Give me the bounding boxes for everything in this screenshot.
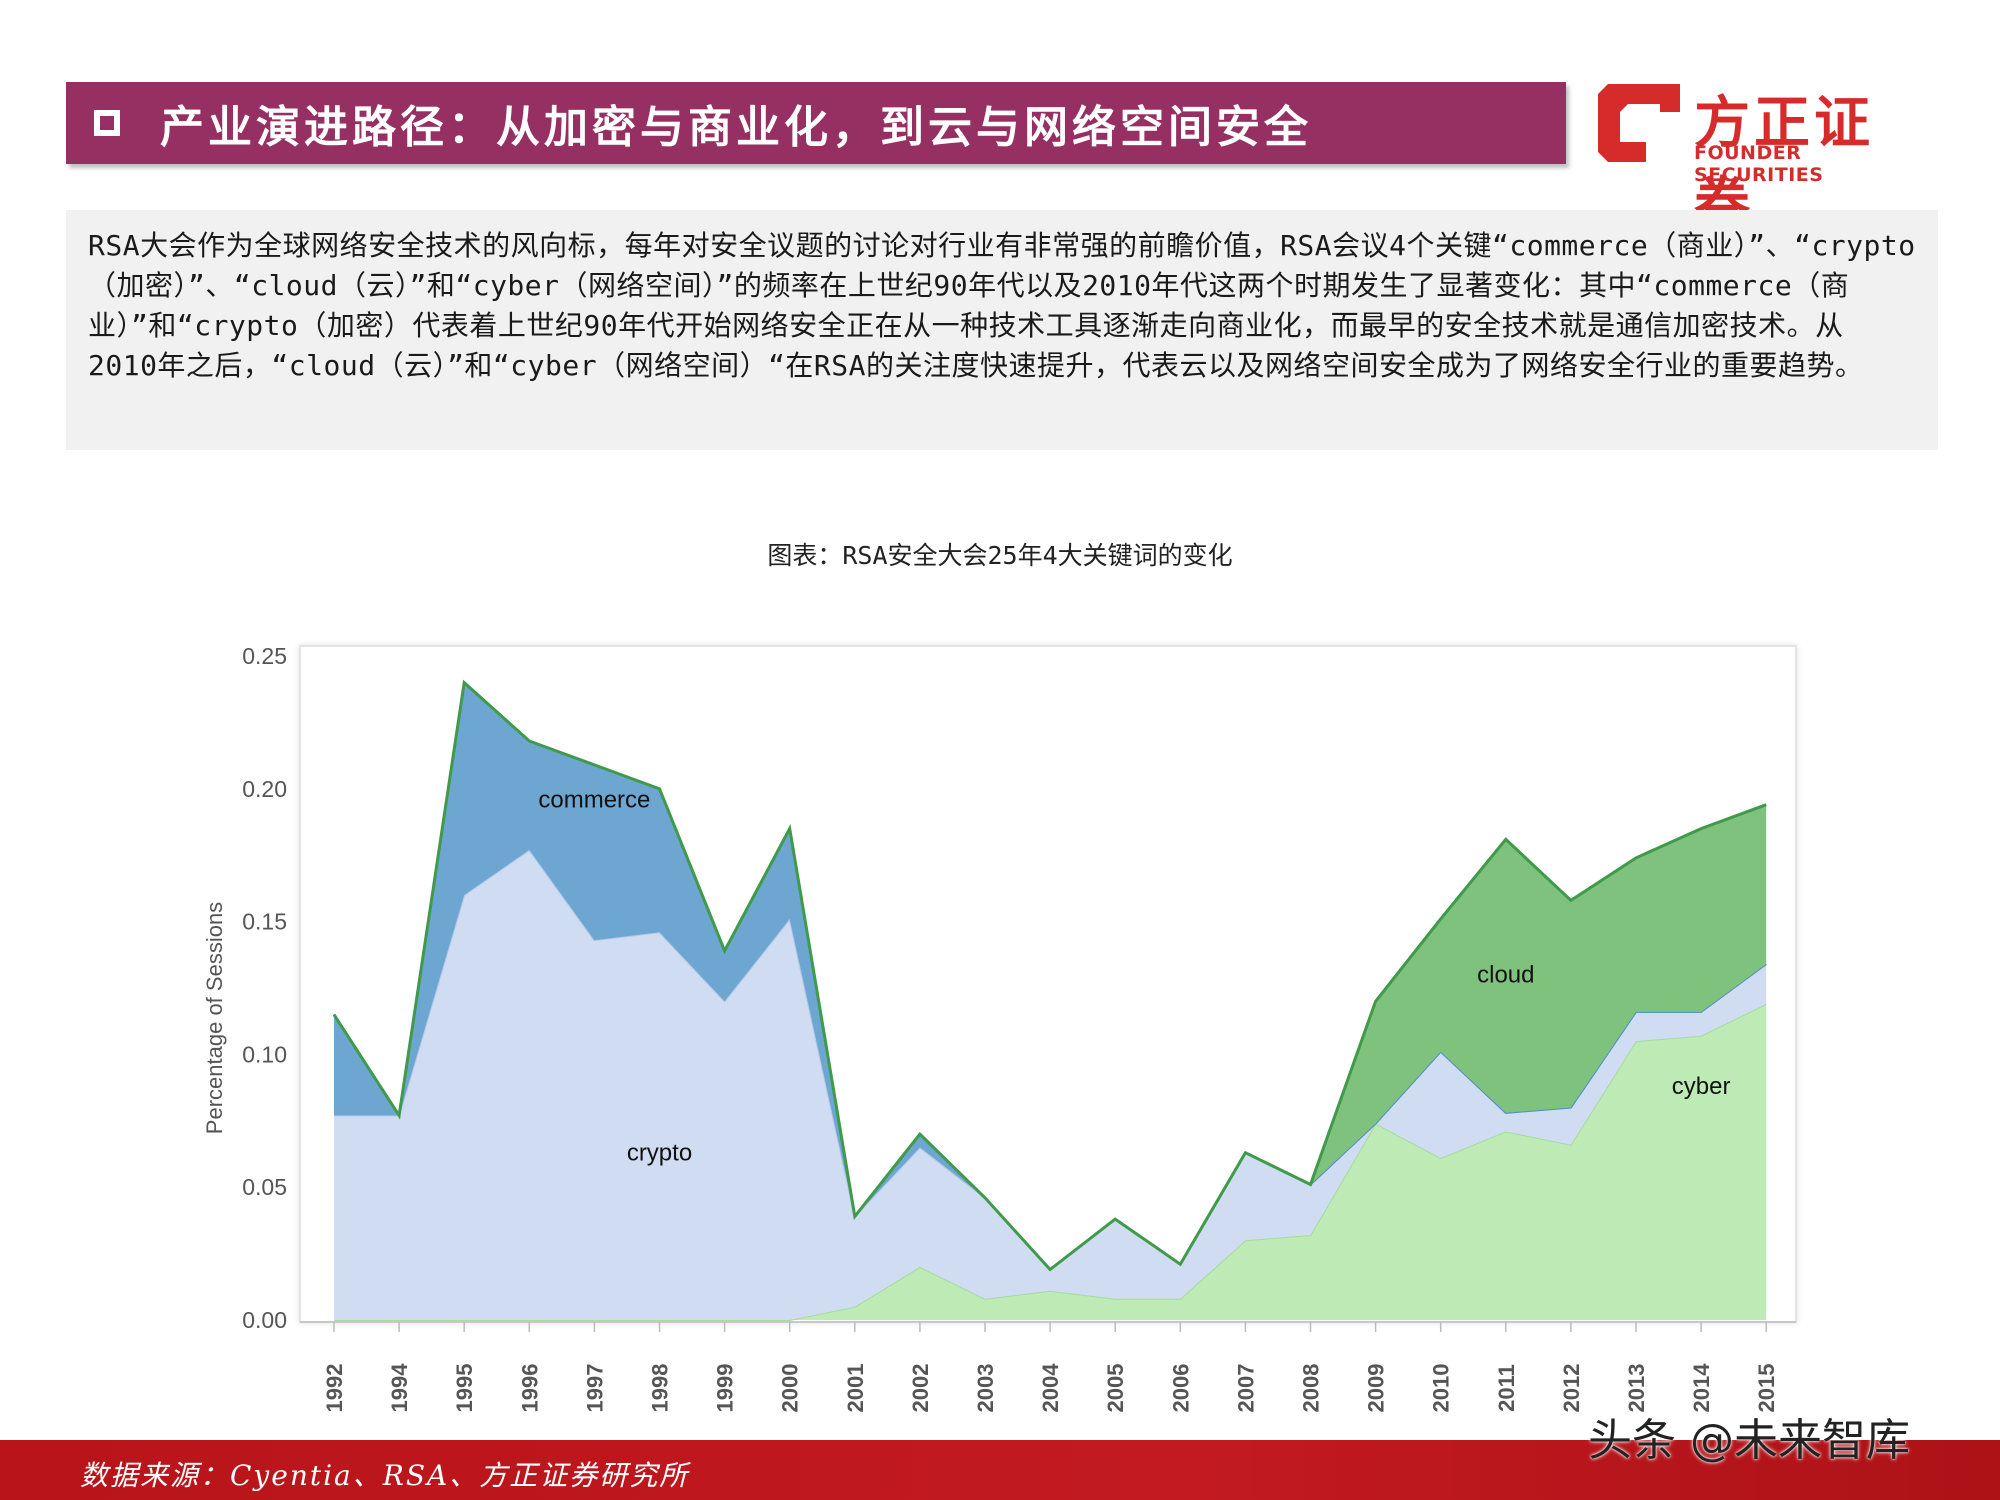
description-box: RSA大会作为全球网络安全技术的风向标，每年对安全议题的讨论对行业有非常强的前瞻… (66, 210, 1938, 450)
y-tick-label: 0.25 (242, 643, 287, 669)
x-tick-label: 1998 (648, 1364, 673, 1413)
x-tick-label: 2000 (778, 1364, 803, 1413)
x-tick-label: 2008 (1299, 1364, 1324, 1413)
area-commerce (334, 682, 1767, 1270)
x-tick-label: 2015 (1754, 1364, 1779, 1413)
y-tick-label: 0.05 (242, 1174, 287, 1200)
x-tick-label: 1995 (452, 1364, 477, 1413)
series-labels: commerce crypto cloud cyber (538, 786, 1730, 1166)
title-bar: 产业演进路径：从加密与商业化，到云与网络空间安全 (66, 82, 1566, 164)
axis-ticks: 0.00 0.05 0.10 0.15 0.20 0.25 1992 1994 1995 1996… (242, 643, 1796, 1412)
series-label-cloud: cloud (1477, 962, 1534, 989)
y-tick-label: 0.00 (242, 1307, 287, 1333)
chart-caption: 图表：RSA安全大会25年4大关键词的变化 (767, 541, 1233, 570)
page-title: 产业演进路径：从加密与商业化，到云与网络空间安全 (160, 102, 1312, 153)
x-tick-label: 2013 (1624, 1364, 1649, 1413)
logo-english-name: FOUNDER SECURITIES (1694, 142, 1824, 186)
x-tick-label: 1996 (517, 1364, 542, 1413)
x-tick-label: 1999 (713, 1364, 738, 1413)
total-outline (332, 679, 1767, 1272)
x-tick-label: 2011 (1494, 1364, 1519, 1412)
y-axis-label: Percentage of Sessions (202, 902, 227, 1134)
x-tick-label: 2006 (1168, 1364, 1193, 1413)
founder-logo: 方正证券 FOUNDER SECURITIES (1598, 80, 1928, 237)
x-tick-label: 2009 (1364, 1364, 1389, 1413)
x-tick-label: 1994 (387, 1363, 412, 1413)
x-tick-label: 2002 (908, 1364, 933, 1413)
x-tick-label: 2007 (1233, 1364, 1258, 1413)
data-source: 数据来源：Cyentia、RSA、方正证券研究所 (80, 1459, 690, 1492)
founder-logo-icon (1598, 84, 1680, 162)
x-tick-label: 1997 (582, 1364, 607, 1413)
area-layers (332, 679, 1767, 1321)
keyword-area-chart: 0.00 0.05 0.10 0.15 0.20 0.25 1992 1994 1995 1996… (202, 643, 1797, 1412)
description-text: RSA大会作为全球网络安全技术的风向标，每年对安全议题的讨论对行业有非常强的前瞻… (88, 229, 1916, 382)
y-tick-label: 0.20 (242, 776, 287, 802)
area-cloud (334, 682, 1767, 1270)
x-tick-label: 2004 (1038, 1363, 1063, 1413)
watermark: 头条 @未来智库 (1588, 1415, 1910, 1466)
series-label-commerce: commerce (538, 786, 650, 813)
x-tick-label: 2005 (1103, 1364, 1128, 1413)
x-tick-label: 2010 (1429, 1364, 1454, 1413)
footer-bar: 数据来源：Cyentia、RSA、方正证券研究所 (0, 1440, 2000, 1500)
x-tick-label: 2003 (973, 1364, 998, 1413)
y-tick-label: 0.10 (242, 1041, 287, 1067)
square-bullet-icon (94, 110, 120, 136)
x-tick-label: 1992 (322, 1364, 347, 1413)
x-tick-label: 2001 (843, 1364, 868, 1413)
area-cyber (334, 1003, 1767, 1320)
x-tick-label: 2012 (1559, 1364, 1584, 1413)
x-tick-label: 2014 (1689, 1363, 1714, 1413)
series-label-crypto: crypto (627, 1140, 692, 1167)
y-tick-label: 0.15 (242, 909, 287, 935)
series-label-cyber: cyber (1672, 1073, 1731, 1100)
logo-chinese-name: 方正证券 (1694, 91, 1874, 237)
